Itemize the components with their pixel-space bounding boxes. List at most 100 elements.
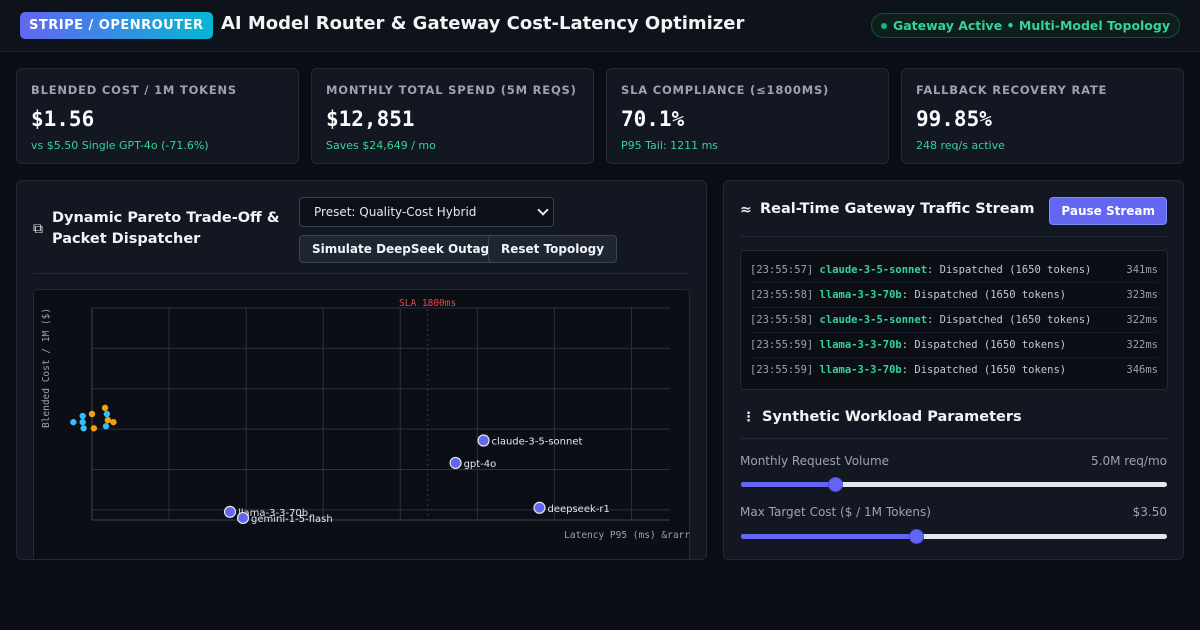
- kpi-card-sla-compliance: SLA COMPLIANCE (≤1800MS) 70.1% P95 Tail:…: [606, 68, 889, 164]
- model-label: gemini-1-5-flash: [251, 514, 333, 525]
- layers-icon: ⧉: [33, 221, 43, 237]
- kpi-subtext: Saves $24,649 / mo: [326, 139, 436, 152]
- preset-select[interactable]: Preset: Quality-Cost Hybrid: [299, 197, 554, 227]
- brand-badge: STRIPE / OPENROUTER: [20, 12, 213, 39]
- kpi-value: 70.1%: [621, 107, 685, 131]
- kpi-label: SLA COMPLIANCE (≤1800MS): [621, 83, 830, 97]
- pareto-chart-svg: SLA 1800ms Blended Cost / 1M ($) Latency…: [41, 298, 690, 541]
- log-message: : Dispatched (1650 tokens): [927, 314, 1092, 326]
- top-bar: STRIPE / OPENROUTER AI Model Router & Ga…: [0, 0, 1200, 52]
- packet-dot: [70, 418, 77, 426]
- traffic-panel: ≈ Real-Time Gateway Traffic Stream Pause…: [723, 180, 1184, 560]
- param-label-request-volume: Monthly Request Volume: [740, 454, 890, 468]
- kpi-value: $1.56: [31, 107, 95, 131]
- log-latency: 341ms: [1126, 264, 1158, 276]
- param-label-max-cost: Max Target Cost ($ / 1M Tokens): [740, 505, 931, 519]
- log-message: : Dispatched (1650 tokens): [927, 264, 1092, 276]
- status-dot-icon: [880, 22, 887, 29]
- model-node: [477, 434, 490, 447]
- param-value-request-volume: 5.0M req/mo: [1091, 454, 1167, 468]
- workload-title: Synthetic Workload Parameters: [762, 409, 1022, 425]
- divider: [33, 273, 690, 274]
- log-row: [23:55:58] llama-3-3-70b: Dispatched (16…: [750, 283, 1158, 308]
- slider-thumb[interactable]: [828, 477, 843, 492]
- model-label: gpt-4o: [464, 459, 497, 470]
- gateway-status-text: Gateway Active • Multi-Model Topology: [892, 18, 1170, 33]
- slider-fill: [741, 534, 916, 539]
- model-node: [533, 501, 546, 514]
- y-axis-label: Blended Cost / 1M ($): [41, 308, 52, 428]
- kpi-label: FALLBACK RECOVERY RATE: [916, 83, 1108, 97]
- kpi-card-fallback-recovery: FALLBACK RECOVERY RATE 99.85% 248 req/s …: [901, 68, 1184, 164]
- log-model: llama-3-3-70b: [819, 339, 902, 351]
- log-message: : Dispatched (1650 tokens): [901, 289, 1067, 301]
- packet-dot: [79, 412, 86, 420]
- pareto-title: Dynamic Pareto Trade-Off & Packet Dispat…: [52, 210, 280, 247]
- pause-stream-button[interactable]: Pause Stream: [1049, 197, 1167, 225]
- chevron-down-icon: [537, 204, 549, 216]
- packet-dot: [110, 418, 117, 426]
- request-volume-slider[interactable]: [741, 477, 1167, 492]
- packet-dot: [80, 425, 87, 432]
- log-row: [23:55:57] claude-3-5-sonnet: Dispatched…: [750, 258, 1158, 283]
- reset-topology-button[interactable]: Reset Topology: [488, 235, 618, 263]
- waves-icon: ≈: [740, 202, 752, 218]
- log-message: : Dispatched (1650 tokens): [901, 339, 1067, 351]
- preset-select-value: Preset: Quality-Cost Hybrid: [314, 205, 477, 219]
- stream-title: Real-Time Gateway Traffic Stream: [760, 201, 1035, 217]
- packet-dot: [104, 416, 112, 424]
- log-model: llama-3-3-70b: [819, 364, 902, 376]
- traffic-log[interactable]: [23:55:57] claude-3-5-sonnet: Dispatched…: [740, 250, 1168, 390]
- packet-dot: [79, 418, 86, 426]
- slider-thumb[interactable]: [909, 529, 924, 544]
- kpi-label: MONTHLY TOTAL SPEND (5M REQS): [326, 83, 577, 97]
- divider: [740, 438, 1168, 439]
- kpi-subtext: P95 Tail: 1211 ms: [621, 139, 719, 152]
- log-latency: 322ms: [1126, 314, 1158, 326]
- log-row: [23:55:59] llama-3-3-70b: Dispatched (16…: [750, 358, 1158, 383]
- log-message: : Dispatched (1650 tokens): [901, 364, 1067, 376]
- packet-dot: [88, 410, 96, 418]
- x-axis-label: Latency P95 (ms) &rarr: [564, 530, 690, 541]
- log-time: [23:55:57]: [750, 264, 814, 276]
- kpi-subtext: 248 req/s active: [916, 139, 1005, 152]
- gateway-status-badge: Gateway Active • Multi-Model Topology: [870, 13, 1180, 38]
- model-node: [236, 511, 250, 525]
- log-row: [23:55:59] llama-3-3-70b: Dispatched (16…: [750, 333, 1158, 358]
- kpi-label: BLENDED COST / 1M TOKENS: [31, 83, 238, 97]
- app-title: AI Model Router & Gateway Cost-Latency O…: [221, 13, 745, 34]
- pareto-panel: ⧉ Dynamic Pareto Trade-Off & Packet Disp…: [16, 180, 707, 560]
- pareto-chart: SLA 1800ms Blended Cost / 1M ($) Latency…: [33, 289, 690, 559]
- model-label: deepseek-r1: [547, 504, 609, 515]
- log-time: [23:55:58]: [750, 314, 814, 326]
- max-cost-slider[interactable]: [741, 529, 1167, 544]
- packet-dot: [102, 423, 110, 430]
- log-row: [23:55:58] claude-3-5-sonnet: Dispatched…: [750, 308, 1158, 333]
- packet-dot: [90, 425, 98, 432]
- log-latency: 322ms: [1126, 339, 1158, 351]
- model-node: [449, 456, 462, 470]
- kpi-card-monthly-spend: MONTHLY TOTAL SPEND (5M REQS) $12,851 Sa…: [311, 68, 594, 164]
- kpi-value: $12,851: [326, 107, 415, 131]
- model-label: claude-3-5-sonnet: [492, 437, 583, 448]
- log-time: [23:55:59]: [750, 339, 814, 351]
- log-latency: 323ms: [1126, 289, 1158, 301]
- slider-fill: [741, 482, 835, 487]
- model-node: [223, 505, 237, 518]
- divider: [740, 236, 1168, 237]
- param-value-max-cost: $3.50: [1132, 505, 1167, 519]
- log-model: claude-3-5-sonnet: [819, 264, 928, 276]
- kpi-subtext: vs $5.50 Single GPT-4o (-71.6%): [31, 139, 209, 152]
- log-time: [23:55:59]: [750, 364, 814, 376]
- log-time: [23:55:58]: [750, 289, 814, 301]
- log-model: llama-3-3-70b: [819, 289, 902, 301]
- packet-dot: [101, 404, 109, 412]
- packet-dot: [103, 410, 111, 418]
- model-label: llama-3-3-70b: [238, 508, 308, 519]
- sliders-icon: ⋮: [742, 410, 755, 425]
- log-model: claude-3-5-sonnet: [819, 314, 928, 326]
- kpi-value: 99.85%: [916, 107, 992, 131]
- sla-label: SLA 1800ms: [399, 298, 456, 309]
- log-latency: 346ms: [1126, 364, 1158, 376]
- simulate-outage-button[interactable]: Simulate DeepSeek Outage: [299, 235, 511, 263]
